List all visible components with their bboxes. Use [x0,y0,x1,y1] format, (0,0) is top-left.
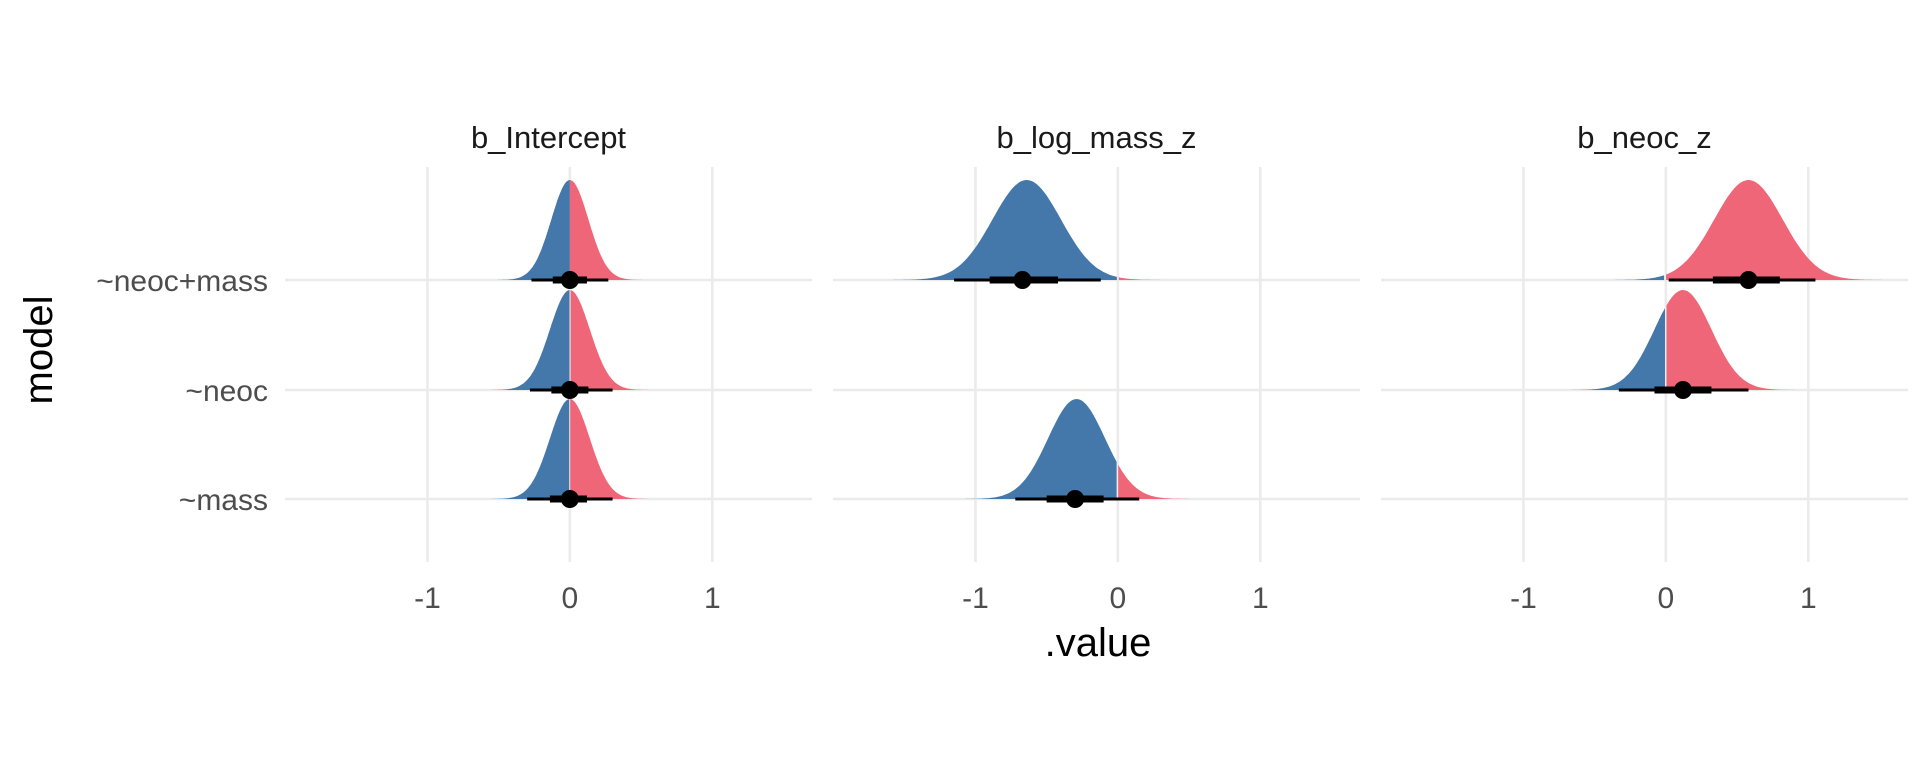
median-point [560,490,579,508]
density-above-zero [570,399,656,499]
density-below-zero [487,399,570,499]
median-point [1013,271,1032,289]
x-tick-label: 1 [704,582,721,615]
median-point [560,381,579,399]
density-below-zero [1587,275,1665,280]
x-tick-label: 1 [1800,582,1817,615]
density-below-zero [961,399,1117,499]
median-point [560,271,579,289]
density-above-zero [1118,277,1182,280]
x-tick-label: 1 [1252,582,1269,615]
density-above-zero [569,180,649,280]
y-axis-title: model [17,296,61,405]
y-tick-label: ~neoc+mass [96,265,268,298]
density-below-zero [1559,308,1665,390]
x-tick-label: 0 [1110,582,1127,615]
density-below-zero [487,290,570,390]
density-above-zero [570,290,659,390]
marks-layer [487,180,1892,508]
text-layer: .value model ~neoc+mass ~neoc ~mass b_Inter… [17,120,1817,665]
median-point [1673,381,1692,399]
density-above-zero [1666,180,1892,280]
facet-title: b_log_mass_z [997,120,1197,155]
x-tick-label: -1 [1510,582,1537,615]
density-above-zero [1118,464,1218,499]
x-axis-title: .value [1045,621,1152,665]
density-below-zero [875,180,1117,280]
density-below-zero [491,180,570,280]
facet-title: b_Intercept [471,120,626,155]
facet-title: b_neoc_z [1577,120,1711,155]
x-tick-label: 0 [562,582,579,615]
y-tick-label: ~mass [179,484,268,517]
density-above-zero [1666,290,1802,390]
median-point [1739,271,1758,289]
x-tick-label: 0 [1658,582,1675,615]
y-tick-label: ~neoc [185,375,268,408]
median-point [1066,490,1085,508]
x-tick-label: -1 [962,582,989,615]
x-tick-label: -1 [414,582,441,615]
